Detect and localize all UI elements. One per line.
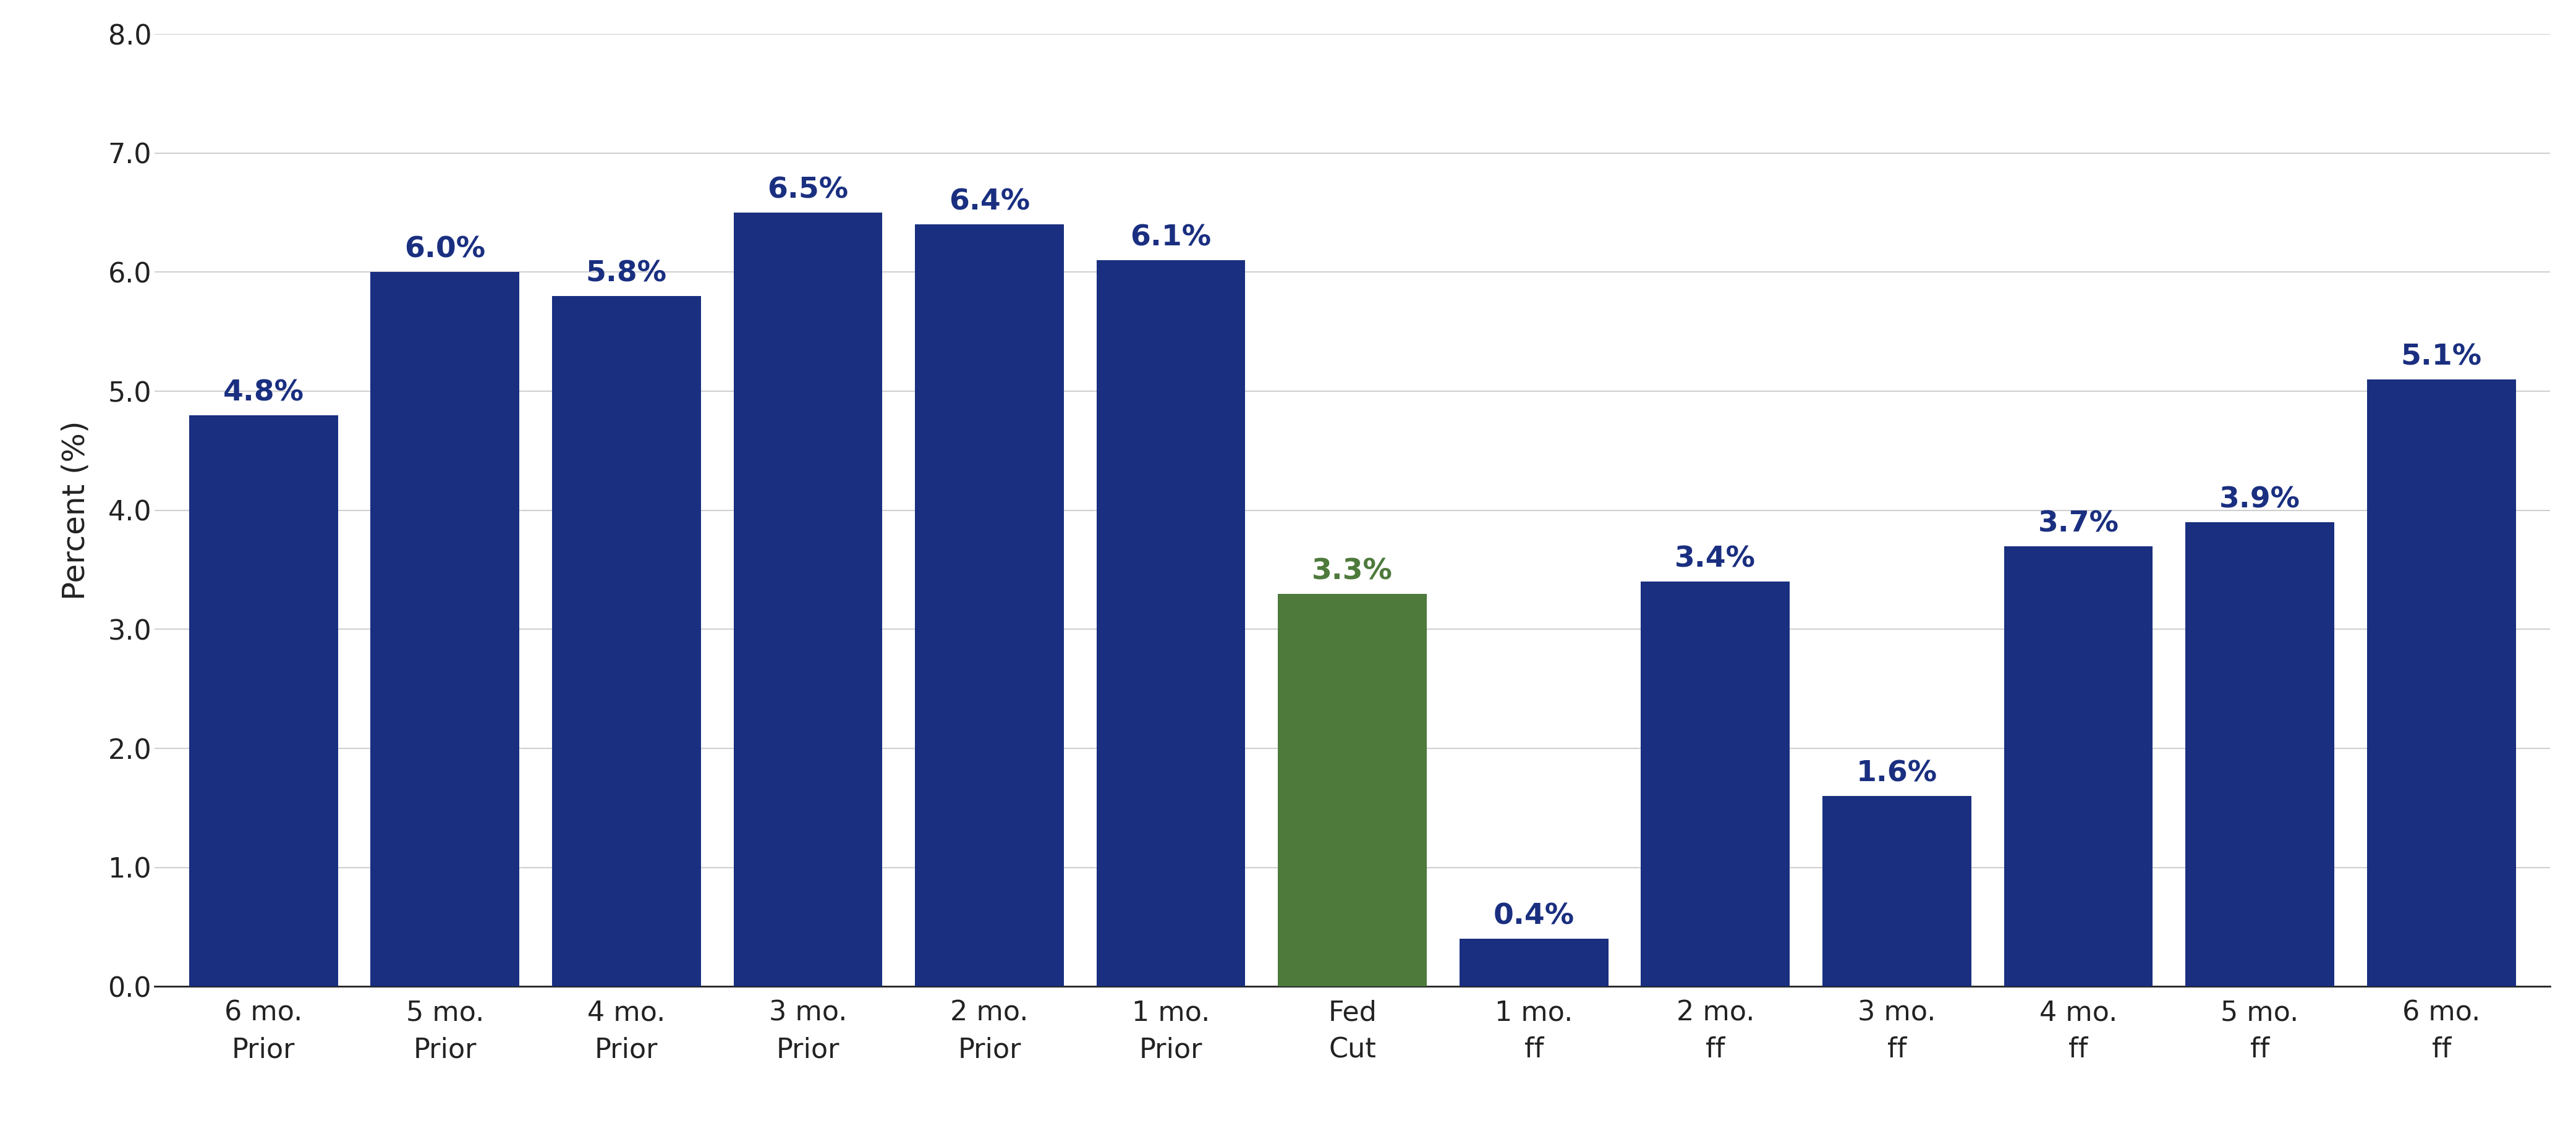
Bar [371, 272, 520, 987]
Bar [1278, 594, 1427, 987]
Bar [1641, 582, 1790, 987]
Bar [2184, 522, 2334, 987]
Bar [914, 225, 1064, 987]
Text: 1.6%: 1.6% [1857, 760, 1937, 788]
Bar [2004, 545, 2154, 987]
Y-axis label: Percent (%): Percent (%) [62, 421, 90, 600]
Text: 5.1%: 5.1% [2401, 344, 2481, 371]
Text: 3.7%: 3.7% [2038, 510, 2120, 538]
Text: 3.4%: 3.4% [1674, 545, 1757, 574]
Text: 3.3%: 3.3% [1311, 558, 1394, 585]
Bar [734, 213, 884, 987]
Text: 0.4%: 0.4% [1494, 903, 1574, 931]
Bar [1821, 796, 1971, 987]
Bar [1097, 261, 1244, 987]
Text: 6.5%: 6.5% [768, 177, 848, 204]
Text: 6.4%: 6.4% [948, 188, 1030, 217]
Text: 3.9%: 3.9% [2221, 486, 2300, 514]
Bar [551, 296, 701, 987]
Text: 5.8%: 5.8% [585, 260, 667, 288]
Text: 6.0%: 6.0% [404, 236, 484, 264]
Bar [2367, 379, 2517, 987]
Text: 6.1%: 6.1% [1131, 225, 1211, 252]
Text: 4.8%: 4.8% [224, 379, 304, 407]
Bar [1461, 939, 1607, 987]
Bar [188, 415, 337, 987]
